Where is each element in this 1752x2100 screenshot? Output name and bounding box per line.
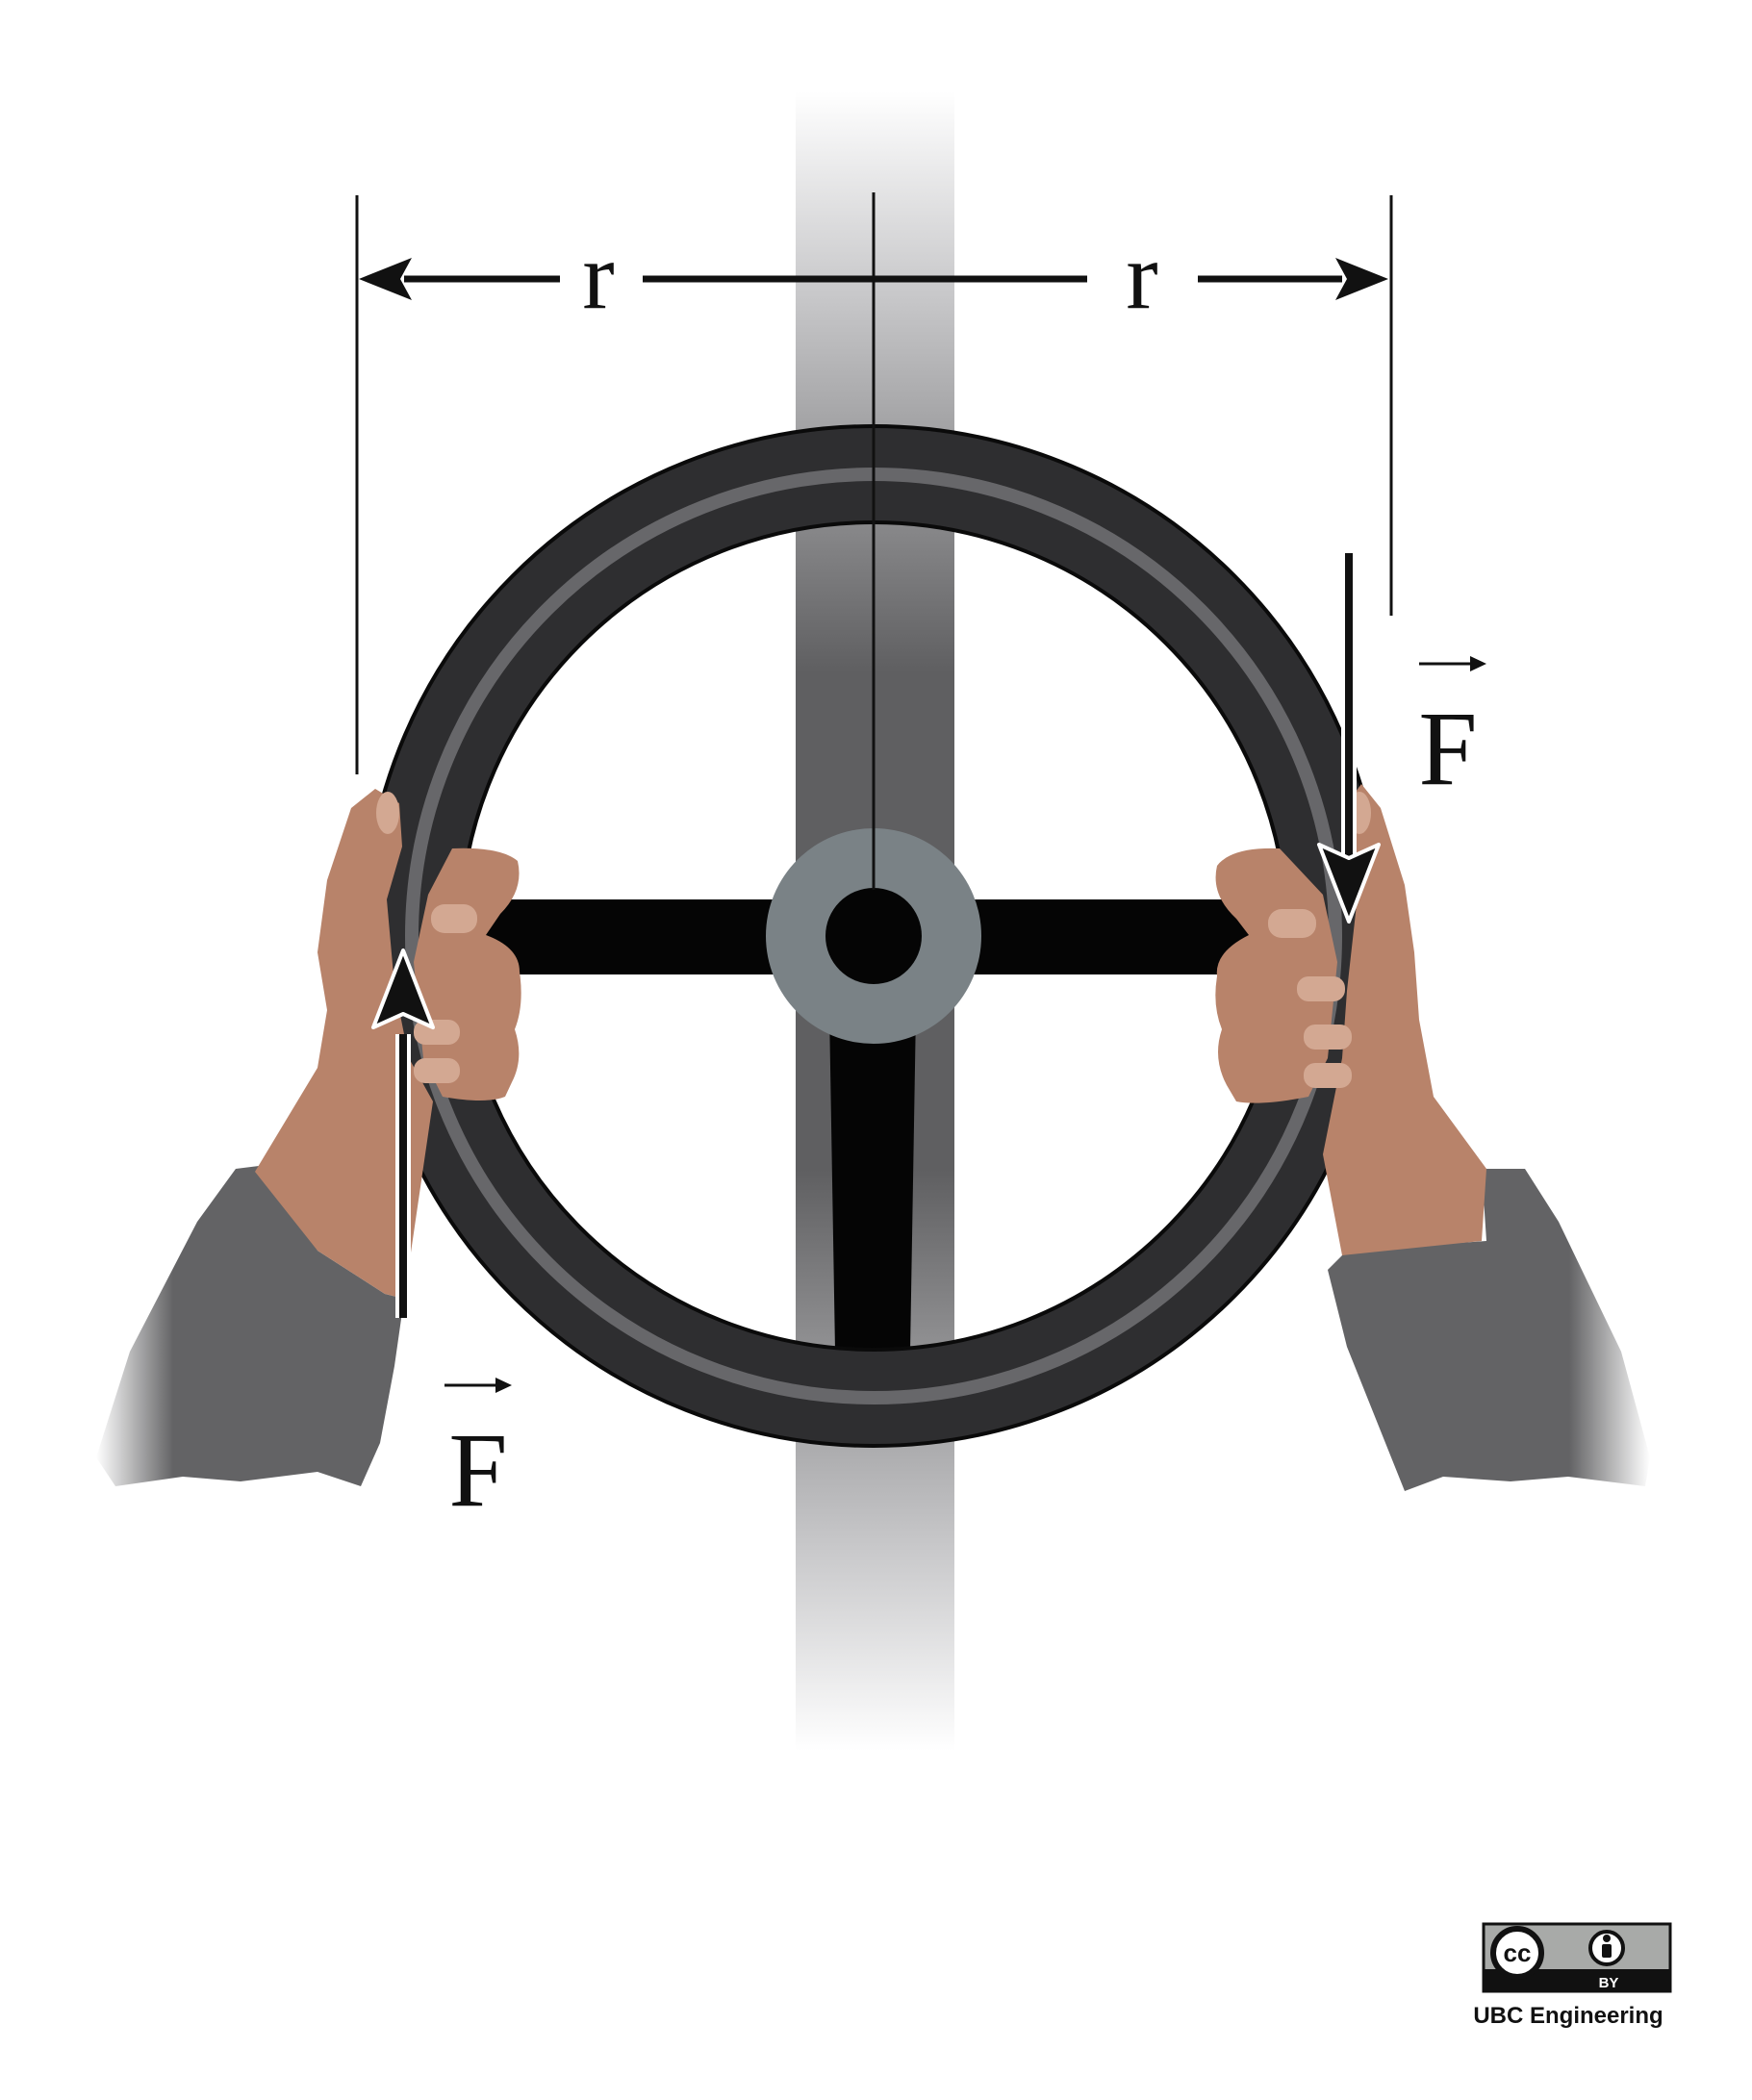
force-label-left-text: F	[448, 1411, 507, 1529]
cc-icon	[1490, 1926, 1544, 1980]
wheel-spoke-lower	[829, 1010, 916, 1352]
force-label-right: F	[1418, 656, 1486, 807]
right-sleeve	[1328, 1169, 1650, 1491]
cc-by-badge: cc BY	[1482, 1922, 1672, 1993]
by-mark: BY	[1599, 1975, 1619, 1991]
force-arrow-down-icon	[1317, 553, 1381, 923]
radius-label-right: r	[1126, 222, 1157, 329]
force-label-right-text: F	[1418, 690, 1477, 807]
dimension-arrow-icon	[359, 258, 412, 300]
cc-mark: cc	[1504, 1938, 1532, 1967]
right-hand	[1323, 784, 1486, 1255]
force-arrow-up-icon	[371, 949, 435, 1318]
dimension-arrow-left	[359, 258, 560, 300]
left-hand	[255, 789, 433, 1299]
credit-text: UBC Engineering	[1473, 2003, 1663, 2029]
left-sleeve	[96, 1164, 404, 1486]
wheel-center	[825, 888, 922, 984]
force-label-left: F	[444, 1378, 512, 1529]
radius-label-left: r	[582, 222, 614, 329]
dimension-arrow-right	[1198, 258, 1388, 300]
